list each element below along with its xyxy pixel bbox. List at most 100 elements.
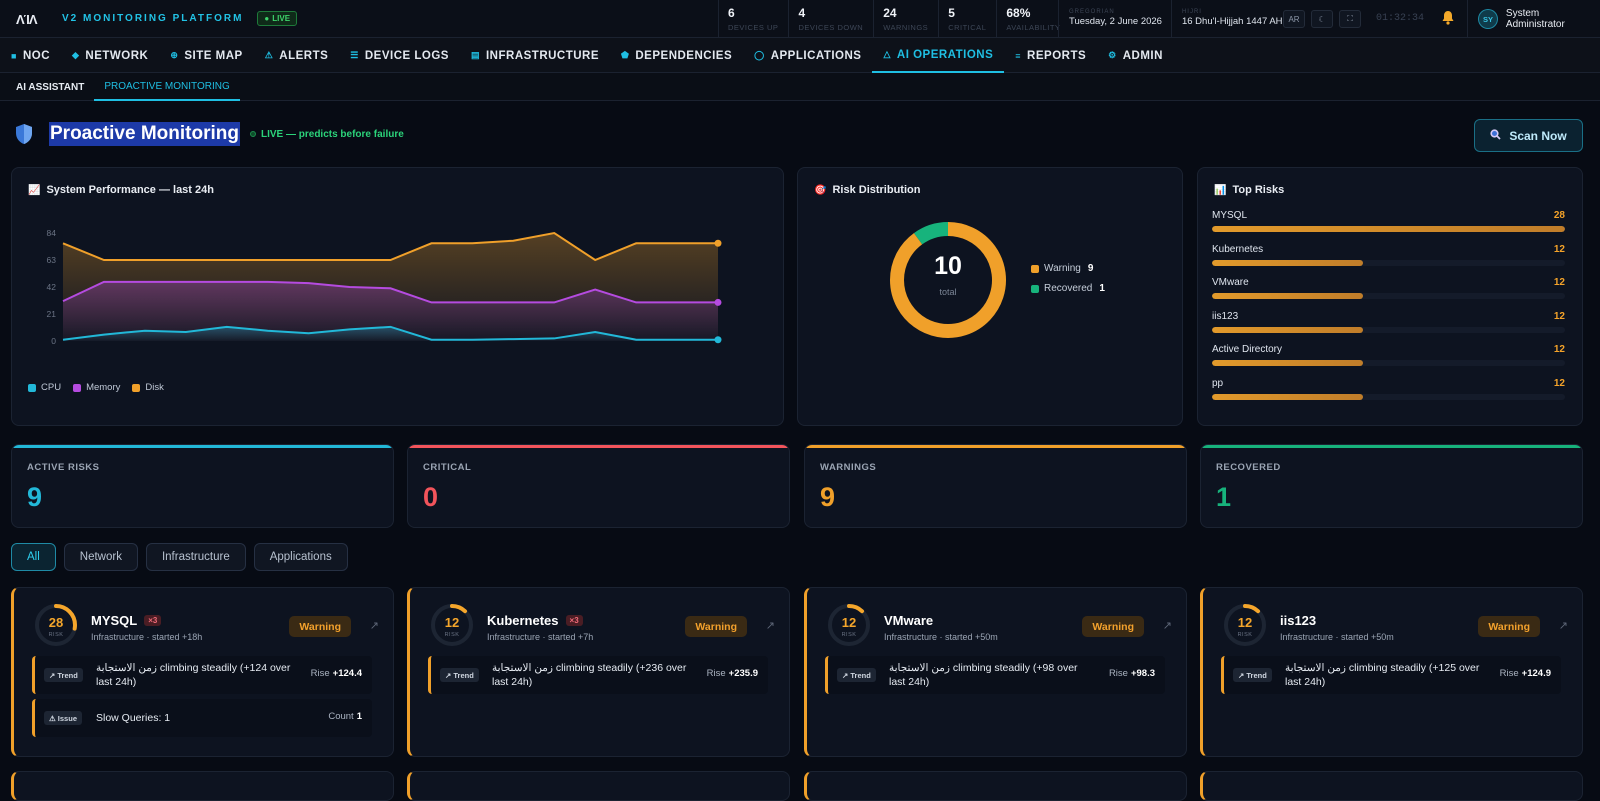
risk-score-label: RISK — [1222, 632, 1268, 638]
open-external-icon[interactable]: ↗ — [1559, 619, 1568, 632]
risk-card[interactable] — [407, 771, 790, 801]
top-risk-name: MYSQL — [1212, 210, 1565, 221]
scan-now-button[interactable]: Scan Now — [1474, 119, 1583, 152]
page-header: Proactive Monitoring LIVE — predicts bef… — [14, 122, 404, 146]
kpi-accent-bar — [1201, 445, 1582, 448]
y-tick-label: 0 — [51, 336, 56, 346]
finding-metric-label: Rise — [311, 668, 330, 679]
dependencies-icon: ⬟ — [621, 50, 629, 61]
open-external-icon[interactable]: ↗ — [1163, 619, 1172, 632]
kpi-accent-bar — [408, 445, 789, 448]
tab-ai-assistant[interactable]: AI ASSISTANT — [6, 73, 94, 101]
top-risk-bar — [1212, 226, 1565, 232]
nav-item-infrastructure[interactable]: ▤INFRASTRUCTURE — [460, 38, 610, 73]
filter-network[interactable]: Network — [64, 543, 138, 571]
risk-card-subtitle: Infrastructure · started +50m — [1280, 632, 1394, 642]
nav-item-reports[interactable]: ≡REPORTS — [1004, 38, 1097, 73]
nav-item-label: ALERTS — [279, 50, 328, 62]
stat-label: DEVICES UP — [728, 23, 778, 32]
top-risk-track — [1212, 360, 1565, 366]
legend-value: 1 — [1099, 283, 1105, 294]
app-logo[interactable]: ΛΊΛ — [16, 12, 40, 26]
nav-item-ai-operations[interactable]: △AI OPERATIONS — [872, 38, 1004, 73]
fullscreen-button[interactable]: ⛶ — [1339, 10, 1361, 28]
notifications-bell-icon[interactable] — [1441, 10, 1457, 26]
risk-card[interactable] — [1200, 771, 1583, 801]
status-badge: Warning — [289, 616, 351, 637]
risk-card[interactable] — [11, 771, 394, 801]
ai-icon: △ — [883, 49, 890, 60]
nav-item-applications[interactable]: ◯APPLICATIONS — [743, 38, 872, 73]
kpi-value: 9 — [27, 482, 42, 513]
filter-infrastructure[interactable]: Infrastructure — [146, 543, 246, 571]
finding-metric: Rise+124.4 — [311, 668, 362, 679]
stat-value: 6 — [728, 6, 778, 20]
top-risks-title: Top Risks — [1232, 184, 1284, 196]
open-external-icon[interactable]: ↗ — [370, 619, 379, 632]
nav-item-label: APPLICATIONS — [771, 50, 862, 62]
top-risk-value: 12 — [1554, 311, 1565, 322]
legend-swatch — [1031, 265, 1039, 273]
top-risk-bar — [1212, 327, 1363, 333]
top-risk-track — [1212, 260, 1565, 266]
kpi-accent-bar — [12, 445, 393, 448]
risk-card-title: VMware — [884, 613, 933, 628]
live-indicator: LIVE — predicts before failure — [250, 129, 404, 140]
stat-item[interactable]: 6 DEVICES UP — [718, 0, 788, 38]
risk-card-name: MYSQL — [91, 613, 137, 628]
risk-card-subtitle: Infrastructure · started +7h — [487, 632, 593, 642]
nav-item-dependencies[interactable]: ⬟DEPENDENCIES — [610, 38, 743, 73]
data-point — [715, 336, 722, 343]
user-menu[interactable]: SY System Administrator — [1467, 0, 1600, 38]
finding-tag: ↗ Trend — [440, 668, 479, 682]
stat-label: AVAILABILITY — [1006, 23, 1060, 32]
filter-applications[interactable]: Applications — [254, 543, 348, 571]
nav-item-alerts[interactable]: ⚠ALERTS — [254, 38, 340, 73]
top-risk-name: VMware — [1212, 277, 1565, 288]
risk-card-name: Kubernetes — [487, 613, 559, 628]
theme-toggle-button[interactable]: ☾ — [1311, 10, 1333, 28]
status-badge: Warning — [685, 616, 747, 637]
finding-metric-label: Rise — [1500, 668, 1519, 679]
finding-text: زمن الاستجابة climbing steadily (+124 ov… — [96, 661, 301, 689]
open-external-icon[interactable]: ↗ — [766, 619, 775, 632]
nav-item-noc[interactable]: ■NOC — [0, 38, 61, 73]
tab-proactive-monitoring[interactable]: PROACTIVE MONITORING — [94, 73, 239, 101]
top-risk-bar — [1212, 394, 1363, 400]
nav-item-device-logs[interactable]: ☰DEVICE LOGS — [339, 38, 460, 73]
nav-item-site-map[interactable]: ⊕SITE MAP — [159, 38, 253, 73]
nav-item-network[interactable]: ◆NETWORK — [61, 38, 159, 73]
risk-score-label: RISK — [33, 632, 79, 638]
target-icon: 🎯 — [814, 185, 826, 196]
legend-swatch — [73, 384, 81, 392]
legend-label: Recovered — [1044, 283, 1092, 294]
filter-all[interactable]: All — [11, 543, 56, 571]
language-toggle-button[interactable]: AR — [1283, 10, 1305, 28]
fullscreen-icon: ⛶ — [1347, 14, 1353, 24]
risk-card[interactable] — [804, 771, 1187, 801]
nav-item-admin[interactable]: ⚙ADMIN — [1097, 38, 1174, 73]
